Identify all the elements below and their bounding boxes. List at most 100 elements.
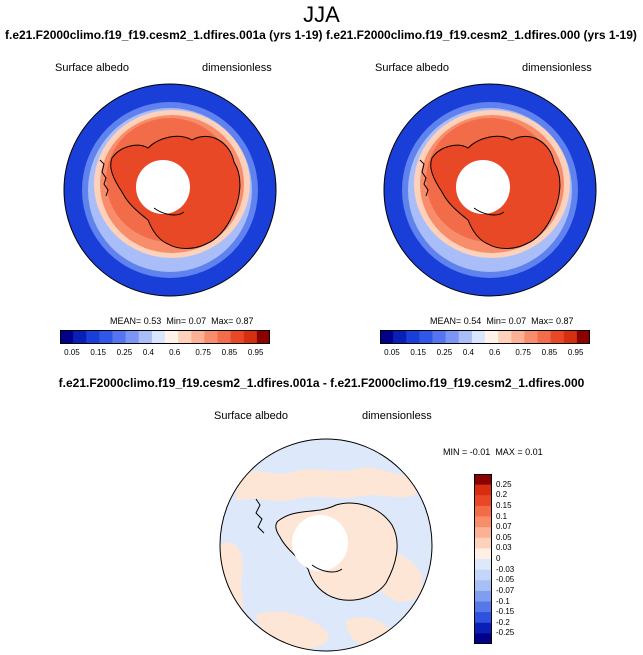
colorbar-tick-label: 0.75 [515,348,531,357]
panel-2-colorbar-ticks: 0.05 0.15 0.25 0.4 0.6 0.75 0.85 0.95 [380,348,590,360]
panel-1-map [63,83,277,297]
panel-1-stats: MEAN= 0.53 Min= 0.07 Max= 0.87 [110,316,253,326]
diff-stats: MIN = -0.01 MAX = 0.01 [443,447,543,457]
colorbar-tick-label: -0.05 [496,575,515,585]
colorbar-swatch [474,527,492,539]
colorbar-swatch [524,330,538,344]
panel-1-pole-hole [136,160,190,214]
colorbar-swatch [498,330,512,344]
colorbar-swatch [474,612,492,624]
diff-variable: Surface albedo [214,410,288,422]
colorbar-swatch [485,330,499,344]
panel-2-max: 0.87 [555,316,574,326]
colorbar-tick-label: -0.15 [496,607,515,617]
colorbar-tick-label: 0.07 [496,522,512,532]
colorbar-tick-label: 0 [496,554,501,563]
colorbar-tick-label: -0.2 [496,617,510,627]
colorbar-border [60,330,270,344]
panel-2-frame [383,83,597,297]
colorbar-swatch [230,330,245,344]
colorbar-tick-label: 0.05 [384,348,400,357]
colorbar-tick-label: 0.15 [496,500,512,510]
colorbar-tick-label: 0.25 [116,348,133,357]
colorbar-swatch [191,330,205,344]
panel-1-title: f.e21.F2000climo.f19_f19.cesm2_1.dfires.… [5,28,323,42]
diff-frame [219,438,433,652]
colorbar-swatch [99,330,113,344]
colorbar-swatch [419,330,433,344]
colorbar-swatch [243,330,258,344]
diff-min: -0.01 [469,447,491,457]
panel-1-colorbar [60,330,270,344]
colorbar-border [474,474,492,644]
colorbar-swatch [474,633,492,644]
panel-2-max-label: Max= [531,316,554,326]
colorbar-swatch [125,330,140,344]
panel-2-mean-label: MEAN= [430,316,462,326]
panel-1-variable: Surface albedo [55,62,129,74]
colorbar-tick-label: 0.25 [436,348,453,357]
diff-units: dimensionless [362,410,432,422]
diff-colorbar [474,474,492,644]
diff-peninsula [255,498,265,534]
season-title: JJA [303,2,340,27]
panel-2-map [383,83,597,297]
colorbar-swatch [471,330,486,344]
colorbar-tick-label: 0.95 [247,348,264,357]
colorbar-tick-label: 0.85 [541,348,558,357]
panel-1-colorbar-ticks: 0.05 0.15 0.25 0.4 0.6 0.75 0.85 0.95 [60,348,270,360]
colorbar-swatch [474,590,492,602]
colorbar-tick-label: 0.4 [142,348,154,357]
panel-2-ross-coast [473,207,505,216]
panel-1-mean-label: MEAN= [110,316,142,326]
panel-2-peninsula [419,159,429,197]
colorbar-tick-label: 0.15 [410,348,426,357]
colorbar-tick-label: 0.15 [90,348,106,357]
colorbar-swatch [474,601,492,613]
colorbar-tick-label: 0.85 [221,348,238,357]
colorbar-swatch [474,484,492,496]
colorbar-tick-label: 0.6 [169,348,181,357]
colorbar-swatch [474,495,492,507]
panel-2-min-label: Min= [486,316,507,326]
colorbar-swatch [458,330,473,344]
colorbar-tick-label: 0.05 [496,532,512,542]
panel-2-units: dimensionless [522,62,592,74]
colorbar-swatch [576,330,590,344]
colorbar-swatch [474,516,492,528]
colorbar-swatch [474,505,492,517]
colorbar-border [380,330,590,344]
colorbar-tick-label: 0.25 [496,479,512,489]
diff-max: 0.01 [525,447,543,457]
colorbar-tick-label: -0.1 [496,596,510,606]
colorbar-tick-label: 0.2 [496,490,508,500]
colorbar-swatch [563,330,578,344]
colorbar-swatch [217,330,232,344]
colorbar-swatch [432,330,447,344]
colorbar-tick-label: 0.03 [496,543,512,553]
colorbar-swatch [138,330,153,344]
colorbar-swatch [406,330,420,344]
panel-2-colorbar [380,330,590,344]
diff-positive-patch [236,467,416,501]
colorbar-swatch [511,330,525,344]
colorbar-swatch [380,330,394,344]
diff-positive-patch [346,617,392,649]
diff-map [219,438,433,652]
panel-1-peninsula [99,159,109,197]
colorbar-tick-label: -0.03 [496,564,515,574]
panel-2-pole-hole [456,160,510,214]
panel-2-variable: Surface albedo [375,62,449,74]
panel-1-units: dimensionless [202,62,272,74]
colorbar-swatch [178,330,192,344]
panel-1-mean: 0.53 [143,316,162,326]
colorbar-tick-label: 0.05 [64,348,80,357]
panel-1-min-label: Min= [166,316,187,326]
colorbar-swatch [537,330,552,344]
colorbar-tick-label: 0.95 [567,348,584,357]
panel-2-title: f.e21.F2000climo.f19_f19.cesm2_1.dfires.… [326,28,637,42]
colorbar-swatch [550,330,565,344]
colorbar-swatch [204,330,218,344]
colorbar-swatch [165,330,179,344]
colorbar-tick-label: 0.4 [462,348,474,357]
